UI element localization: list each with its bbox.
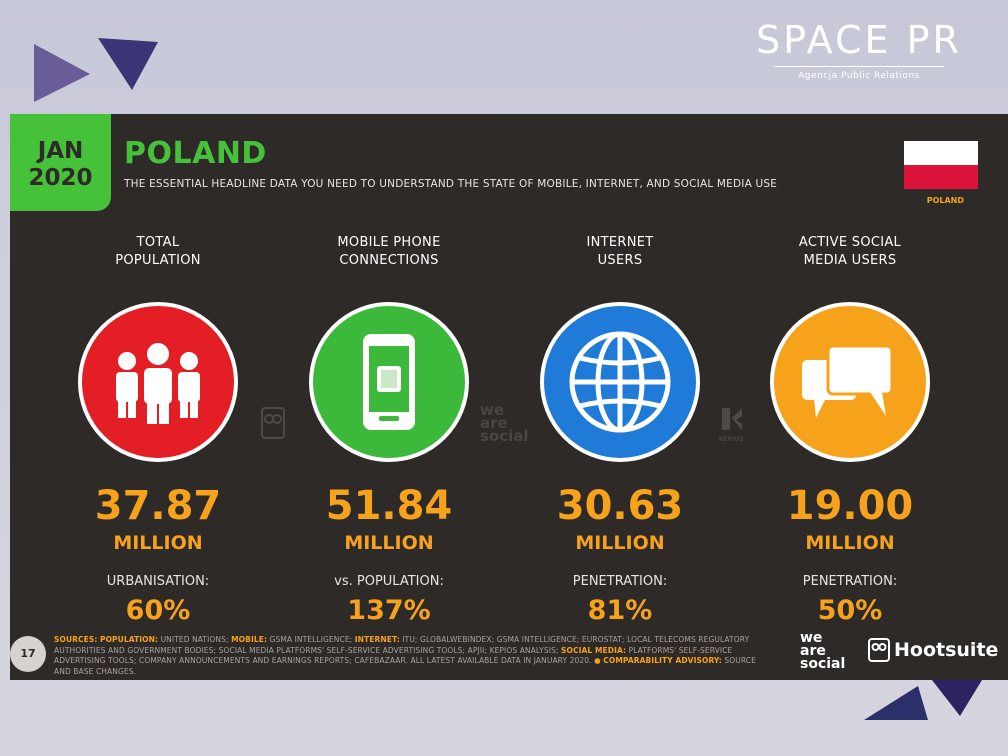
brand-name: SPACE PR <box>756 18 962 62</box>
stat-active-social-users: ACTIVE SOCIAL MEDIA USERS 19.00 MILLION … <box>750 234 950 626</box>
stat-circle <box>309 302 469 462</box>
we-are-social-logo: we are social <box>800 630 846 672</box>
chat-bubbles-icon <box>802 344 894 418</box>
decorative-triangles-top-left <box>34 38 158 102</box>
stat-subvalue: 60% <box>125 595 191 626</box>
stat-unit: MILLION <box>113 532 203 554</box>
stat-mobile-connections: MOBILE PHONE CONNECTIONS 51.84 MILLION v… <box>289 234 489 626</box>
date-year: 2020 <box>28 165 93 191</box>
stat-label: MOBILE PHONE CONNECTIONS <box>337 235 441 268</box>
stat-circle <box>78 302 238 462</box>
stat-unit: MILLION <box>805 532 895 554</box>
globe-icon <box>569 331 671 433</box>
stat-label: INTERNET USERS <box>586 235 654 268</box>
page-number: 17 <box>10 636 46 672</box>
page-subtitle: THE ESSENTIAL HEADLINE DATA YOU NEED TO … <box>124 178 778 190</box>
slide-panel: JAN 2020 POLAND THE ESSENTIAL HEADLINE D… <box>10 114 1008 680</box>
flag-label: POLAND <box>926 196 964 205</box>
date-badge: JAN 2020 <box>10 114 111 211</box>
poland-flag-icon <box>904 141 978 189</box>
mobile-phone-icon <box>363 334 415 430</box>
kepios-icon <box>722 408 742 430</box>
space-pr-logo: SPACE PR Agencja Public Relations <box>754 20 964 81</box>
stat-subvalue: 137% <box>347 595 431 626</box>
stat-value: 51.84 <box>325 483 453 529</box>
stat-sublabel: PENETRATION: <box>802 574 898 589</box>
date-month: JAN <box>37 138 84 164</box>
logo-divider <box>774 66 944 67</box>
brand-tagline: Agencja Public Relations <box>798 71 920 81</box>
stat-value: 37.87 <box>94 483 222 529</box>
stat-value: 30.63 <box>556 483 684 529</box>
stat-unit: MILLION <box>344 532 434 554</box>
stat-subvalue: 81% <box>587 595 653 626</box>
stat-sublabel: URBANISATION: <box>106 574 210 589</box>
stat-unit: MILLION <box>575 532 665 554</box>
stat-value: 19.00 <box>786 483 914 529</box>
stat-sublabel: vs. POPULATION: <box>334 574 444 589</box>
stat-subvalue: 50% <box>817 595 883 626</box>
stat-internet-users: INTERNET USERS 30.63 MILLION PENETRATION… <box>520 234 720 626</box>
hootsuite-owl-watermark-icon <box>261 407 285 439</box>
page-title: POLAND <box>124 136 267 171</box>
hootsuite-owl-icon <box>868 638 890 662</box>
stat-label: ACTIVE SOCIAL MEDIA USERS <box>798 235 902 268</box>
decorative-triangles-bottom-right <box>864 680 982 720</box>
stat-label: TOTAL POPULATION <box>115 235 201 268</box>
sources-text: SOURCES: POPULATION: UNITED NATIONS; MOB… <box>54 635 756 676</box>
stat-total-population: TOTAL POPULATION 37.87 MILLION URBAN <box>58 234 258 626</box>
stat-circle <box>540 302 700 462</box>
kepios-watermark: KEPIOS <box>718 406 744 443</box>
we-are-social-watermark: we are social <box>480 401 529 445</box>
hootsuite-logo: Hootsuite <box>868 638 998 662</box>
stat-circle <box>770 302 930 462</box>
people-icon <box>116 343 200 424</box>
stat-sublabel: PENETRATION: <box>572 574 668 589</box>
advisory-icon: ● <box>594 656 601 665</box>
